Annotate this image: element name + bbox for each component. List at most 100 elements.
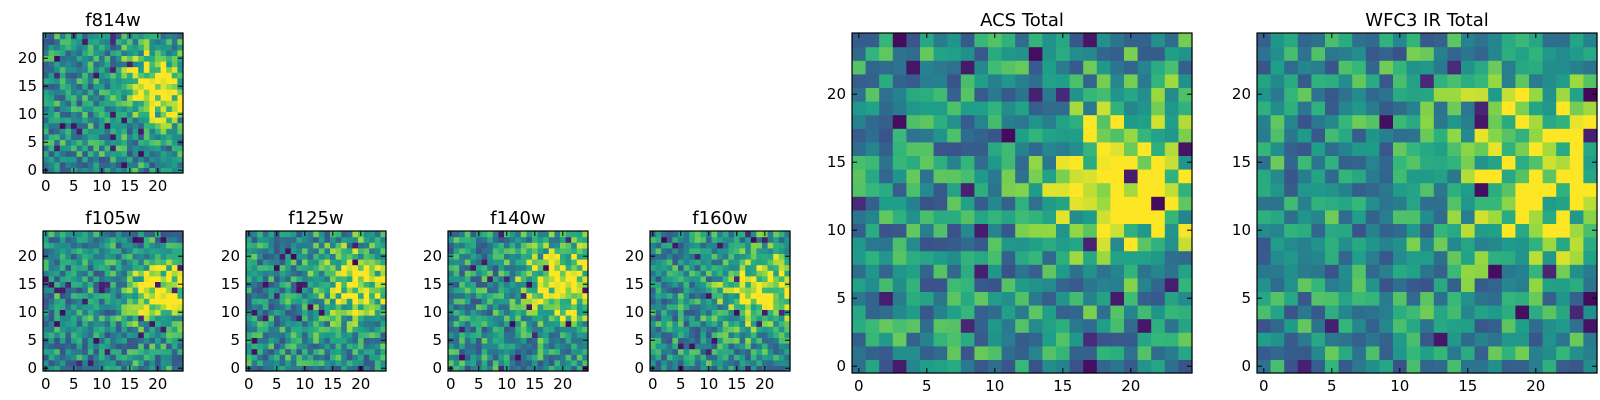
heatmap-cell xyxy=(363,331,370,338)
heatmap-cell xyxy=(110,150,117,157)
heatmap-cell xyxy=(65,320,72,327)
heatmap-cell xyxy=(246,287,253,294)
heatmap-cell xyxy=(470,365,477,372)
heatmap-cell xyxy=(171,365,178,372)
heatmap-cell xyxy=(115,161,122,168)
heatmap-cell xyxy=(358,303,365,310)
heatmap-cell xyxy=(1042,114,1057,129)
heatmap-cell xyxy=(689,354,696,361)
heatmap-cell xyxy=(48,33,55,40)
heatmap-cell xyxy=(296,270,303,277)
heatmap-cell xyxy=(171,66,178,73)
heatmap-cell xyxy=(171,242,178,249)
heatmap-cell xyxy=(554,236,561,243)
heatmap-cell xyxy=(1365,250,1380,265)
heatmap-cell xyxy=(160,359,167,366)
heatmap-cell xyxy=(93,150,100,157)
heatmap-cell xyxy=(115,253,122,260)
heatmap-cell xyxy=(1284,73,1299,88)
heatmap-cell xyxy=(739,236,746,243)
heatmap-cell xyxy=(143,231,150,238)
heatmap-cell xyxy=(689,359,696,366)
heatmap-cell xyxy=(576,320,583,327)
heatmap-cell xyxy=(1164,223,1179,238)
heatmap-cell xyxy=(363,354,370,361)
heatmap-cell xyxy=(346,348,353,355)
heatmap-cell xyxy=(678,343,685,350)
heatmap-cell xyxy=(171,72,178,79)
heatmap-cell xyxy=(352,303,359,310)
heatmap-cell xyxy=(1042,345,1057,360)
heatmap-cell xyxy=(93,326,100,333)
heatmap-cell xyxy=(476,309,483,316)
heatmap-cell xyxy=(307,253,314,260)
heatmap-cell xyxy=(532,236,539,243)
heatmap-cell xyxy=(257,264,264,271)
heatmap-cell xyxy=(121,348,128,355)
x-tick-label: 5 xyxy=(1327,377,1337,395)
heatmap-cell xyxy=(920,33,935,48)
heatmap-cell xyxy=(380,292,387,299)
heatmap-cell xyxy=(1042,73,1057,88)
heatmap-cell xyxy=(160,156,167,163)
heatmap-cell xyxy=(71,242,78,249)
heatmap-cell xyxy=(739,309,746,316)
heatmap-cell xyxy=(335,365,342,372)
heatmap-cell xyxy=(582,270,589,277)
heatmap-cell xyxy=(683,281,690,288)
heatmap-cell xyxy=(324,320,331,327)
heatmap-cell xyxy=(104,247,111,254)
heatmap-cell xyxy=(43,156,50,163)
heatmap-cell xyxy=(672,354,679,361)
heatmap-cell xyxy=(683,337,690,344)
heatmap-cell xyxy=(1124,87,1139,102)
heatmap-cell xyxy=(1447,264,1462,279)
heatmap-cell xyxy=(43,100,50,107)
heatmap-cell xyxy=(650,275,657,282)
heatmap-cell xyxy=(1001,237,1016,252)
heatmap-cell xyxy=(65,77,72,84)
heatmap-cell xyxy=(48,247,55,254)
heatmap-cell xyxy=(1501,237,1516,252)
heatmap-cell xyxy=(93,331,100,338)
heatmap-cell xyxy=(1379,318,1394,333)
heatmap-cell xyxy=(257,275,264,282)
heatmap-cell xyxy=(143,270,150,277)
heatmap-cell xyxy=(127,348,134,355)
heatmap-cell xyxy=(177,77,184,84)
heatmap-cell xyxy=(750,326,757,333)
heatmap-cell xyxy=(166,298,173,305)
heatmap-cell xyxy=(1096,46,1111,61)
heatmap-cell xyxy=(672,275,679,282)
heatmap-cell xyxy=(974,141,989,156)
heatmap-cell xyxy=(54,337,61,344)
heatmap-cell xyxy=(99,242,106,249)
heatmap-cell xyxy=(341,303,348,310)
heatmap-cell xyxy=(750,275,757,282)
heatmap-cell xyxy=(285,343,292,350)
heatmap-cell xyxy=(906,155,921,170)
heatmap-cell xyxy=(307,354,314,361)
heatmap-cell xyxy=(82,83,89,90)
heatmap-cell xyxy=(1164,33,1179,48)
heatmap-cell xyxy=(341,264,348,271)
heatmap-cell xyxy=(76,133,83,140)
heatmap-cell xyxy=(1151,237,1166,252)
heatmap-cell xyxy=(711,320,718,327)
heatmap-cell xyxy=(1096,237,1111,252)
heatmap-cell xyxy=(448,259,455,266)
heatmap-cell xyxy=(87,61,94,68)
heatmap-cell xyxy=(1379,101,1394,116)
heatmap-cell xyxy=(700,359,707,366)
heatmap-cell xyxy=(268,348,275,355)
heatmap-cell xyxy=(1529,250,1544,265)
heatmap-cell xyxy=(262,365,269,372)
heatmap-cell xyxy=(274,359,281,366)
heatmap-cell xyxy=(1542,305,1557,320)
heatmap-cell xyxy=(756,253,763,260)
heatmap-cell xyxy=(554,270,561,277)
heatmap-cell xyxy=(324,270,331,277)
heatmap-cell xyxy=(285,298,292,305)
heatmap-cell xyxy=(171,337,178,344)
heatmap-cell xyxy=(666,275,673,282)
